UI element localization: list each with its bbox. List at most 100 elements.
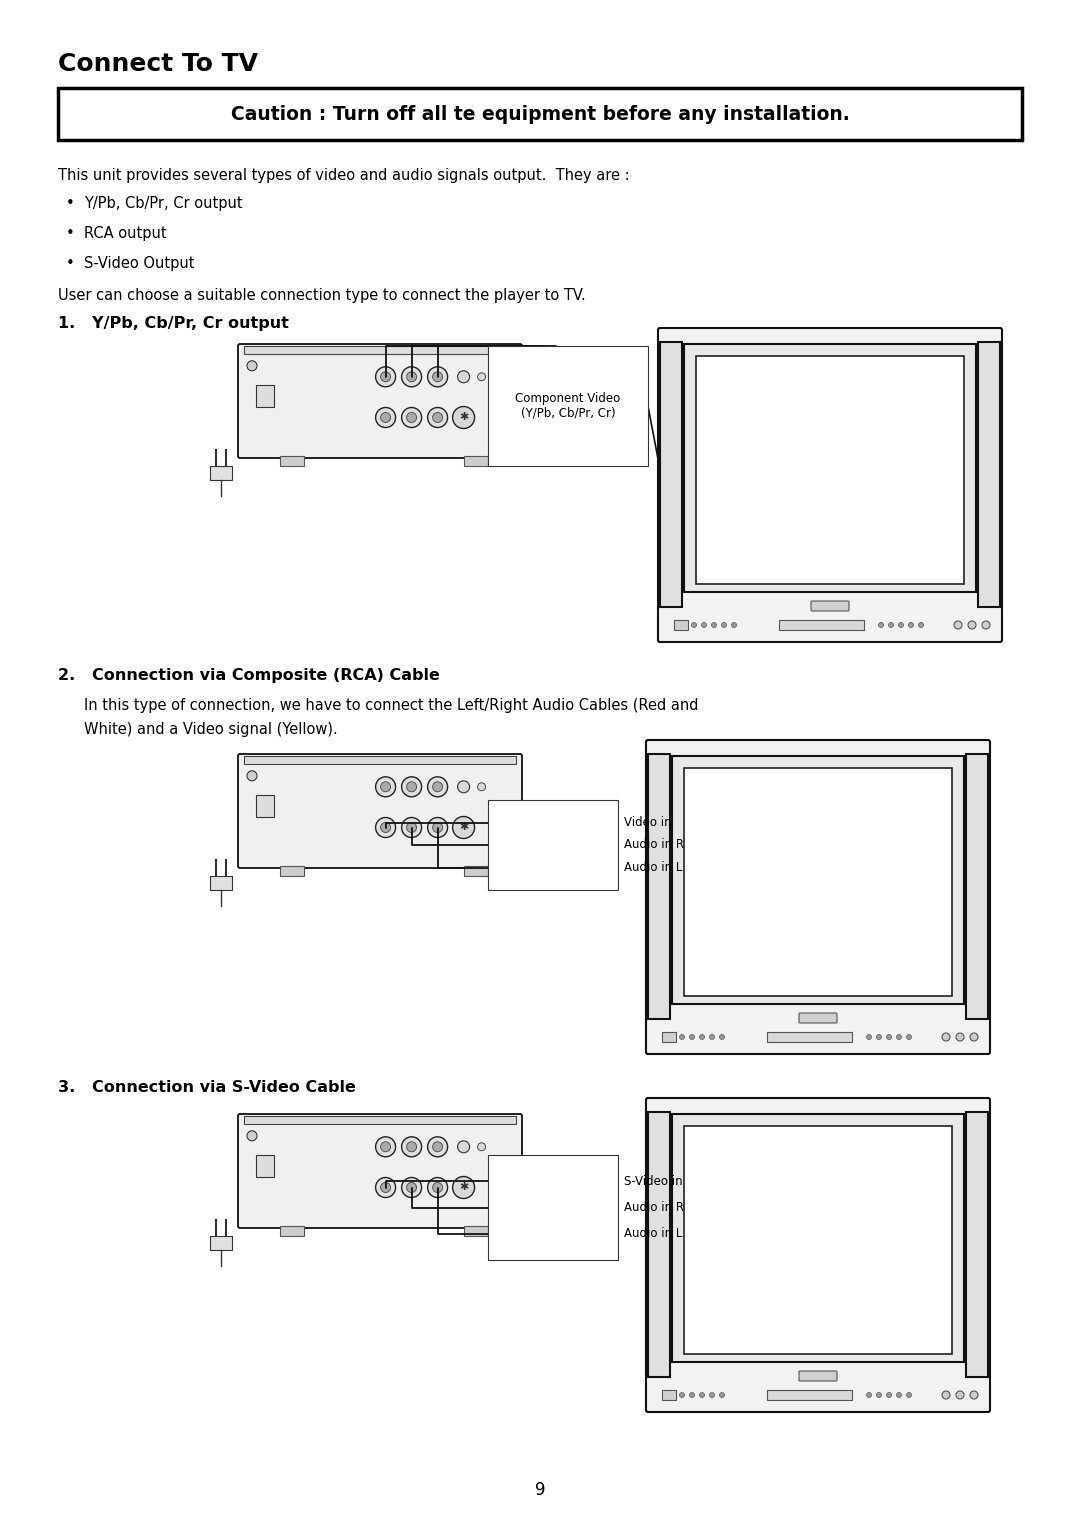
Circle shape [877,1393,881,1397]
Circle shape [956,1391,964,1399]
Text: •: • [66,196,75,211]
Circle shape [458,781,470,792]
Circle shape [942,1391,950,1399]
Bar [767,1033,852,1042]
Circle shape [505,806,515,817]
Circle shape [433,781,443,792]
Circle shape [982,620,990,630]
Circle shape [247,771,257,781]
Text: ✱: ✱ [459,412,469,423]
Circle shape [380,823,391,832]
Circle shape [918,622,923,628]
Circle shape [689,1034,694,1040]
Circle shape [433,412,443,423]
Circle shape [877,1034,881,1040]
Circle shape [380,1141,391,1152]
Circle shape [406,372,417,381]
Circle shape [247,362,257,371]
Text: •: • [66,256,75,271]
FancyBboxPatch shape [799,1371,837,1380]
Bar [464,866,488,876]
Circle shape [968,620,976,630]
Bar [684,1126,951,1354]
Text: Audio in L: Audio in L [624,1227,683,1241]
Circle shape [402,408,421,427]
Circle shape [453,1177,474,1198]
Circle shape [866,1034,872,1040]
Circle shape [956,1033,964,1042]
Circle shape [712,622,716,628]
Bar [662,1033,676,1042]
Bar [58,87,1022,139]
Circle shape [710,1393,715,1397]
Circle shape [896,1034,902,1040]
Bar [674,620,688,630]
Circle shape [380,1183,391,1192]
Circle shape [477,1143,486,1151]
Circle shape [406,1183,417,1192]
Text: S-Video in: S-Video in [624,1175,683,1187]
Circle shape [477,372,486,381]
Circle shape [402,1137,421,1157]
Circle shape [477,783,486,791]
Bar [662,1390,676,1400]
Bar [660,342,681,607]
Bar [779,620,864,630]
Circle shape [505,1166,515,1177]
Bar [672,755,964,1003]
Bar [648,1112,670,1377]
Text: 2.   Connection via Composite (RCA) Cable: 2. Connection via Composite (RCA) Cable [58,668,440,683]
Circle shape [458,1141,470,1152]
Circle shape [505,395,515,406]
Text: Y/Pb, Cb/Pr, Cr output: Y/Pb, Cb/Pr, Cr output [84,196,243,211]
Bar [648,754,670,1019]
Circle shape [887,1393,891,1397]
Text: White) and a Video signal (Yellow).: White) and a Video signal (Yellow). [84,722,338,737]
Circle shape [679,1393,685,1397]
FancyBboxPatch shape [238,1114,522,1229]
Circle shape [691,622,697,628]
Circle shape [721,622,727,628]
Circle shape [906,1393,912,1397]
Bar [488,800,618,890]
Circle shape [887,1034,891,1040]
Text: •: • [66,227,75,241]
Bar [256,1155,274,1177]
Bar [256,385,274,406]
FancyBboxPatch shape [238,345,522,458]
Bar [966,1112,988,1377]
Bar [464,1226,488,1236]
Circle shape [380,412,391,423]
FancyBboxPatch shape [646,740,990,1054]
Bar [280,457,303,466]
Text: 9: 9 [535,1481,545,1498]
Bar [767,1390,852,1400]
Circle shape [700,1034,704,1040]
Circle shape [970,1391,978,1399]
Text: ✱: ✱ [459,1183,469,1192]
Circle shape [406,781,417,792]
Circle shape [376,777,395,797]
Circle shape [700,1393,704,1397]
Circle shape [247,1131,257,1141]
Bar [280,866,303,876]
Circle shape [376,1178,395,1198]
Circle shape [433,823,443,832]
FancyBboxPatch shape [646,1098,990,1413]
Circle shape [942,1033,950,1042]
Circle shape [402,366,421,386]
Text: This unit provides several types of video and audio signals output.  They are :: This unit provides several types of vide… [58,169,630,182]
Bar [244,346,516,354]
Bar [488,346,648,466]
Text: Video in: Video in [624,817,672,829]
Circle shape [376,818,395,838]
Text: Audio in R: Audio in R [624,838,684,852]
Bar [696,355,964,584]
Bar [244,1115,516,1124]
FancyBboxPatch shape [658,328,1002,642]
Circle shape [866,1393,872,1397]
Bar [684,345,976,591]
Circle shape [376,1137,395,1157]
Circle shape [954,620,962,630]
Bar [966,754,988,1019]
